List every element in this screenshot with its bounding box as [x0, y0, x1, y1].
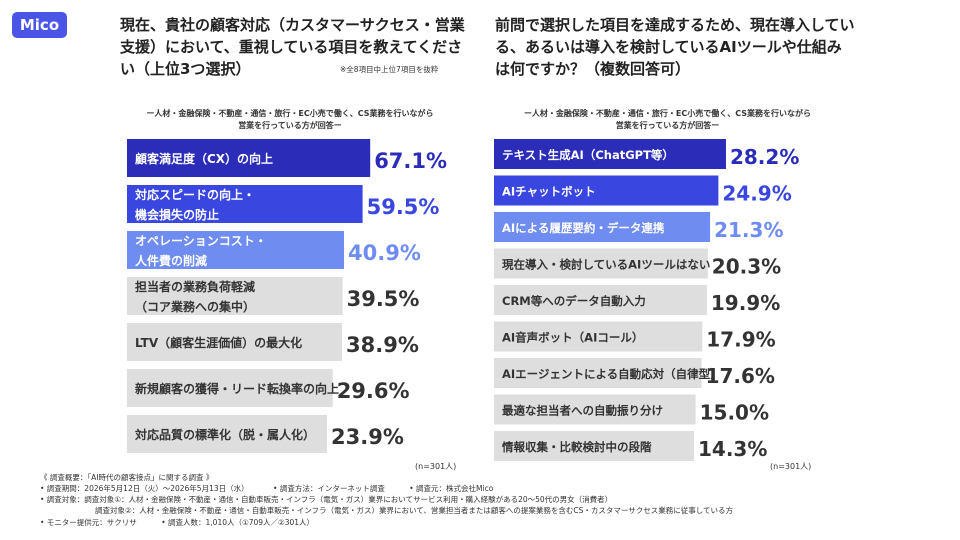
right-subtitle-line2: 営業を行っている方が回答ー — [615, 121, 720, 130]
left-bar-6 — [127, 369, 333, 407]
left-value-label-2: 59.5% — [367, 195, 440, 219]
right-bar-1 — [494, 139, 726, 169]
left-category-label-1: 顧客満足度（CX）の向上 — [135, 151, 273, 166]
left-bar-4 — [127, 277, 343, 315]
left-value-label-3: 40.9% — [348, 241, 421, 265]
left-category-label-5: LTV（顧客生涯価値）の最大化 — [135, 335, 302, 350]
right-value-label-9: 14.3% — [698, 437, 767, 461]
right-bar-9 — [494, 431, 694, 461]
left-subtitle: ー人材・金融保険・不動産・通信・旅行・EC小売で働く、CS業務を行いながら 営業… — [120, 108, 460, 132]
right-value-label-4: 20.3% — [712, 255, 781, 279]
right-category-label-6: AI音声ボット（AIコール） — [502, 331, 643, 345]
right-category-label-8: 最適な担当者への自動振り分け — [502, 404, 663, 418]
left-value-label-6: 29.6% — [337, 379, 410, 403]
right-value-label-7: 17.6% — [706, 364, 775, 388]
footer-monitor: • モニター提供元：サクリサ — [40, 518, 137, 527]
mico-logo: Mico — [12, 12, 67, 38]
right-bar-8 — [494, 394, 696, 425]
left-bar-5 — [127, 323, 342, 361]
left-bar-1 — [127, 139, 371, 177]
left-category-label-2-line-1: 対応スピードの向上・ — [134, 187, 255, 202]
right-subtitle: ー人材・金融保険・不動産・通信・旅行・EC小売で働く、CS業務を行いながら 営業… — [495, 108, 840, 132]
footer-count: • 調査人数：1,010人（①709人／②301人） — [161, 518, 315, 527]
left-category-label-3-line-2: 人件費の削減 — [135, 253, 207, 268]
footer-row-1: • 調査期間：2026年5月12日（火）〜2026年5月13日（水） • 調査方… — [40, 484, 515, 494]
right-bar-2 — [494, 175, 719, 206]
left-category-label-7: 対応品質の標準化（脱・属人化） — [134, 427, 315, 442]
footer-target2: 調査対象②：人材・金融保険・不動産・通信・自動車販売・インフラ（電気・ガス）業界… — [95, 506, 734, 515]
right-value-label-8: 15.0% — [700, 401, 769, 425]
left-bar-3 — [127, 231, 344, 269]
right-bar-3 — [494, 212, 711, 242]
left-value-label-7: 23.9% — [331, 425, 404, 449]
right-value-label-5: 19.9% — [711, 291, 780, 315]
right-category-label-1: テキスト生成AI（ChatGPT等） — [502, 148, 674, 162]
left-subtitle-line2: 営業を行っている方が回答ー — [238, 121, 342, 130]
right-bar-chart: テキスト生成AI（ChatGPT等） 28.2% AIチャットボット 24.9% AIに… — [494, 139, 799, 461]
footer-period: • 調査期間：2026年5月12日（火）〜2026年5月13日（水） — [40, 484, 249, 493]
left-category-label-3-line-1: オペレーションコスト・ — [135, 234, 267, 248]
right-value-label-1: 28.2% — [730, 145, 799, 169]
left-sample-size: (n=301人) — [415, 462, 457, 471]
right-bar-5 — [494, 285, 707, 315]
right-question-title: 前問で選択した項目を達成するため、現在導入している、あるいは導入を検討しているA… — [495, 16, 855, 78]
left-subtitle-line1: ー人材・金融保険・不動産・通信・旅行・EC小売で働く、CS業務を行いながら — [146, 109, 434, 118]
left-category-label-6: 新規顧客の獲得・リード転換率の向上 — [135, 381, 339, 396]
right-value-label-2: 24.9% — [722, 182, 791, 206]
footer-title: 《 調査概要：「AI時代の顧客接点」に関する調査 》 — [40, 473, 214, 482]
left-value-label-5: 38.9% — [346, 333, 419, 357]
left-bar-2 — [127, 185, 363, 223]
right-value-label-6: 17.9% — [706, 328, 775, 352]
footer-row-3: • モニター提供元：サクリサ • 調査人数：1,010人（①709人／②301人… — [40, 518, 336, 528]
right-bar-6 — [494, 321, 703, 352]
right-category-label-3: AIによる履歴要約・データ連携 — [502, 221, 665, 235]
left-value-label-1: 67.1% — [374, 149, 447, 173]
left-bar-chart: 顧客満足度（CX）の向上 67.1% 対応スピードの向上・機会損失の防止 59.5% オ… — [127, 139, 447, 453]
right-value-label-3: 21.3% — [714, 218, 783, 242]
right-sample-size: (n=301人) — [770, 462, 812, 471]
right-category-label-9: 情報収集・比較検討中の段階 — [501, 440, 652, 454]
right-bar-4 — [494, 248, 708, 279]
right-category-label-4: 現在導入・検討しているAIツールはない — [502, 258, 710, 272]
footer-source: • 調査元：株式会社Mico — [409, 484, 494, 493]
right-subtitle-line1: ー人材・金融保険・不動産・通信・旅行・EC小売で働く、CS業務を行いながら — [523, 109, 812, 118]
right-category-label-5: CRM等へのデータ自動入力 — [502, 294, 646, 308]
footer-method: • 調査方法：インターネット調査 — [273, 484, 385, 493]
left-category-label-4-line-2: （コア業務への集中） — [135, 299, 255, 314]
right-category-label-2: AIチャットボット — [502, 185, 596, 199]
left-category-label-4-line-1: 担当者の業務負荷軽減 — [135, 279, 255, 294]
left-bar-7 — [127, 415, 327, 453]
right-category-label-7: AIエージェントによる自動応対（自律型） — [502, 367, 722, 381]
left-question-title: 現在、貴社の顧客対応（カスタマーサクセス・営業支援）において、重視している項目を… — [120, 16, 465, 78]
footer-target1: • 調査対象：調査対象①：人材・金融保険・不動産・通信・自動車販売・インフラ（電… — [40, 495, 613, 504]
left-category-label-2-line-2: 機会損失の防止 — [135, 207, 219, 222]
right-bar-7 — [494, 358, 702, 388]
left-question-note: ※全8項目中上位7項目を抜粋 — [340, 65, 439, 74]
left-value-label-4: 39.5% — [347, 287, 420, 311]
